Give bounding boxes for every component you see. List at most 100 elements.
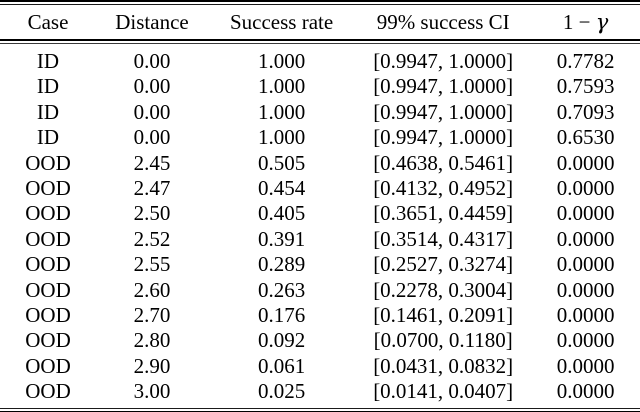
table-row: OOD 3.00 0.025 [0.0141, 0.0407] 0.0000: [0, 379, 640, 407]
success-rate-cell: 0.289: [257, 252, 306, 277]
gamma-cell: 0.0000: [556, 176, 615, 201]
distance-cell: 2.60: [133, 277, 171, 302]
case-cell: OOD: [25, 277, 71, 302]
case-cell: OOD: [25, 176, 71, 201]
ci-cell: [0.0141, 0.0407]: [373, 379, 514, 404]
column-header-success-rate: Success rate: [229, 9, 334, 34]
case-cell: ID: [36, 125, 60, 150]
table-row: ID 0.00 1.000 [0.9947, 1.0000] 0.6530: [0, 125, 640, 150]
ci-cell: [0.0700, 0.1180]: [373, 328, 513, 353]
table-header: Case Distance Success rate 99% success C…: [0, 5, 640, 39]
gamma-symbol: γ: [595, 9, 609, 34]
distance-cell: 2.90: [133, 353, 171, 378]
header-separator-rule: [0, 39, 640, 44]
ci-cell: [0.9947, 1.0000]: [373, 74, 514, 99]
table-row: ID 0.00 1.000 [0.9947, 1.0000] 0.7093: [0, 100, 640, 125]
case-cell: OOD: [25, 379, 71, 404]
table-top-rule: [0, 0, 640, 5]
ci-cell: [0.4638, 0.5461]: [373, 150, 514, 175]
ci-cell: [0.2527, 0.3274]: [373, 252, 514, 277]
success-rate-cell: 0.176: [257, 303, 306, 328]
gamma-cell: 0.7093: [556, 99, 615, 124]
table-row: OOD 2.50 0.405 [0.3651, 0.4459] 0.0000: [0, 201, 640, 226]
case-cell: OOD: [25, 353, 71, 378]
distance-cell: 3.00: [133, 379, 171, 404]
table-row: OOD 2.70 0.176 [0.1461, 0.2091] 0.0000: [0, 303, 640, 328]
column-header-gamma: 1 − γ: [531, 5, 640, 39]
results-table-body: ID 0.00 1.000 [0.9947, 1.0000] 0.7782 ID…: [0, 44, 640, 408]
distance-cell: 2.45: [133, 150, 171, 175]
ci-cell: [0.1461, 0.2091]: [373, 303, 514, 328]
success-rate-cell: 1.000: [257, 74, 306, 99]
ci-cell: [0.3651, 0.4459]: [373, 201, 514, 226]
gamma-cell: 0.6530: [556, 125, 615, 150]
distance-cell: 0.00: [133, 74, 171, 99]
case-cell: OOD: [25, 252, 71, 277]
ci-cell: [0.2278, 0.3004]: [373, 277, 514, 302]
distance-cell: 0.00: [133, 125, 171, 150]
success-rate-cell: 1.000: [257, 99, 306, 124]
distance-cell: 0.00: [133, 99, 171, 124]
case-cell: OOD: [25, 226, 71, 251]
table-bottom-rule: [0, 407, 640, 412]
distance-cell: 2.50: [133, 201, 171, 226]
column-header-distance: Distance: [115, 9, 189, 34]
case-cell: ID: [36, 49, 60, 73]
ci-cell: [0.3514, 0.4317]: [373, 226, 514, 251]
column-header-case: Case: [27, 9, 69, 34]
distance-cell: 2.70: [133, 303, 171, 328]
ci-cell: [0.9947, 1.0000]: [373, 99, 514, 124]
ci-cell: [0.9947, 1.0000]: [373, 125, 514, 150]
distance-cell: 2.80: [133, 328, 171, 353]
table-row: OOD 2.60 0.263 [0.2278, 0.3004] 0.0000: [0, 278, 640, 303]
case-cell: OOD: [25, 303, 71, 328]
distance-cell: 2.47: [133, 176, 171, 201]
results-table: Case Distance Success rate 99% success C…: [0, 5, 640, 39]
case-cell: OOD: [25, 150, 71, 175]
gamma-cell: 0.0000: [556, 353, 615, 378]
success-rate-cell: 0.263: [257, 277, 306, 302]
ci-cell: [0.9947, 1.0000]: [373, 49, 514, 73]
table-body: ID 0.00 1.000 [0.9947, 1.0000] 0.7782 ID…: [0, 44, 640, 408]
ci-cell: [0.4132, 0.4952]: [373, 176, 514, 201]
success-rate-cell: 0.092: [257, 328, 306, 353]
success-rate-cell: 1.000: [257, 125, 306, 150]
case-cell: OOD: [25, 201, 71, 226]
ci-cell: [0.0431, 0.0832]: [373, 353, 514, 378]
gamma-cell: 0.0000: [556, 150, 615, 175]
gamma-cell: 0.0000: [556, 226, 615, 251]
header-row: Case Distance Success rate 99% success C…: [0, 5, 640, 39]
table-row: OOD 2.45 0.505 [0.4638, 0.5461] 0.0000: [0, 151, 640, 176]
gamma-cell: 0.0000: [556, 303, 615, 328]
column-header-ci: 99% success CI: [376, 9, 510, 34]
gamma-cell: 0.0000: [556, 252, 615, 277]
success-rate-cell: 0.454: [257, 176, 306, 201]
table-row: ID 0.00 1.000 [0.9947, 1.0000] 0.7593: [0, 74, 640, 99]
distance-cell: 2.55: [133, 252, 171, 277]
table-row: ID 0.00 1.000 [0.9947, 1.0000] 0.7782: [0, 44, 640, 74]
table-row: OOD 2.80 0.092 [0.0700, 0.1180] 0.0000: [0, 328, 640, 353]
success-rate-cell: 0.061: [257, 353, 306, 378]
success-rate-cell: 1.000: [257, 49, 306, 73]
success-rate-cell: 0.391: [257, 226, 306, 251]
table-row: OOD 2.55 0.289 [0.2527, 0.3274] 0.0000: [0, 252, 640, 277]
gamma-cell: 0.0000: [556, 328, 615, 353]
gamma-cell: 0.0000: [556, 277, 615, 302]
gamma-cell: 0.0000: [556, 201, 615, 226]
table-row: OOD 2.90 0.061 [0.0431, 0.0832] 0.0000: [0, 354, 640, 379]
gamma-cell: 0.0000: [556, 379, 615, 404]
gamma-cell: 0.7782: [556, 49, 615, 73]
case-cell: ID: [36, 99, 60, 124]
distance-cell: 2.52: [133, 226, 171, 251]
table-row: OOD 2.52 0.391 [0.3514, 0.4317] 0.0000: [0, 227, 640, 252]
table-row: OOD 2.47 0.454 [0.4132, 0.4952] 0.0000: [0, 176, 640, 201]
gamma-prefix: 1 −: [562, 9, 596, 34]
success-rate-cell: 0.025: [257, 379, 306, 404]
success-rate-cell: 0.505: [257, 150, 306, 175]
success-rate-cell: 0.405: [257, 201, 306, 226]
gamma-cell: 0.7593: [556, 74, 615, 99]
case-cell: ID: [36, 74, 60, 99]
distance-cell: 0.00: [133, 49, 171, 73]
case-cell: OOD: [25, 328, 71, 353]
